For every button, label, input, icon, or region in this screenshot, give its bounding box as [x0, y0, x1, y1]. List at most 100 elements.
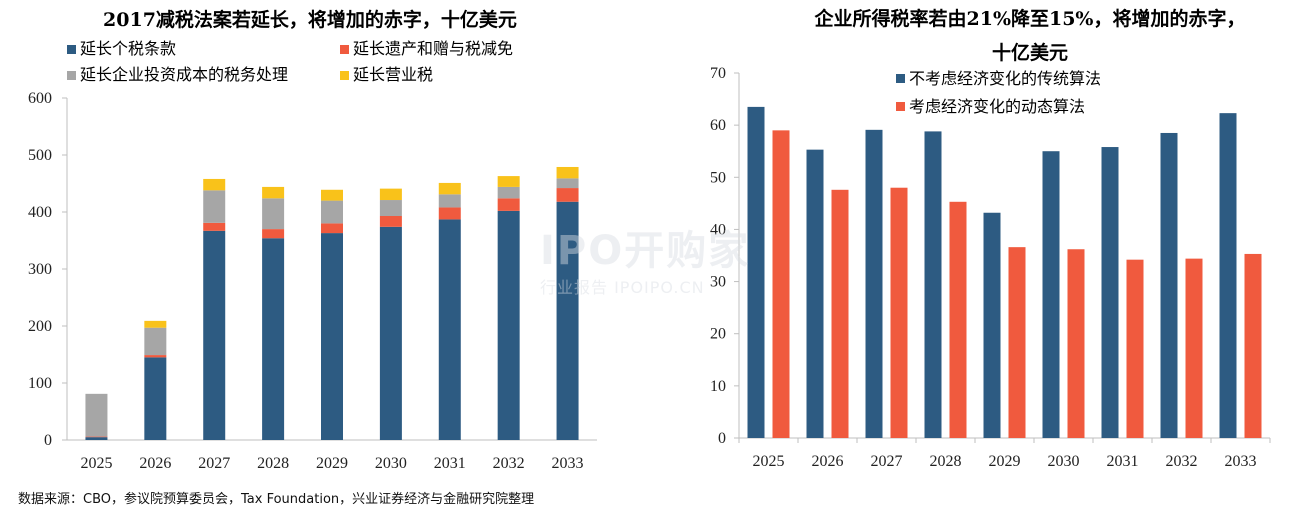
- chart-1-legend-swatch: [340, 45, 349, 54]
- chart-1-bar-segment: [438, 182, 461, 195]
- chart-2-bar: [1185, 258, 1203, 438]
- chart-2-y-tick-label: 30: [710, 274, 726, 291]
- chart-1-bar-segment: [262, 198, 285, 230]
- chart-1-legend-swatch: [67, 45, 76, 54]
- chart-1-x-tick-label: 2030: [375, 455, 407, 472]
- chart-2-bar: [1160, 132, 1178, 438]
- chart-1-x-tick-label: 2029: [316, 455, 348, 472]
- chart-1-x-tick-label: 2032: [493, 455, 525, 472]
- chart-1-bar-segment: [556, 201, 579, 440]
- chart-2-bar: [1244, 253, 1262, 438]
- chart-1-legend-label: 延长营业税: [353, 65, 433, 84]
- chart-2-bar: [831, 189, 849, 438]
- chart-2-legend-swatch: [896, 102, 905, 111]
- chart-1-x-tick-label: 2027: [198, 455, 230, 472]
- chart-2-y-tick-label: 0: [718, 430, 726, 447]
- chart-2-x-tick-label: 2031: [1107, 453, 1139, 470]
- chart-1-bar-segment: [144, 320, 167, 328]
- chart-1-x-tick-label: 2028: [257, 455, 289, 472]
- chart-1-bar-segment: [144, 355, 167, 358]
- chart-1-bar-segment: [85, 437, 108, 440]
- chart-2-bar: [983, 212, 1001, 438]
- chart-2-x-tick-label: 2026: [812, 453, 844, 470]
- chart-2-x-tick-label: 2025: [753, 453, 785, 470]
- chart-1-x-tick-label: 2033: [552, 455, 584, 472]
- chart-2-legend-swatch: [896, 74, 905, 83]
- chart-2-legend-label: 不考虑经济变化的传统算法: [909, 69, 1101, 88]
- chart-1-bar-segment: [203, 178, 226, 191]
- chart-1-axes: 0 100 200 300 400 500 600 2025 2026 2027 2028 2029 2…: [28, 90, 597, 472]
- chart-1-bar-segment: [321, 200, 343, 224]
- chart-1-legend-label: 延长遗产和赠与税减免: [353, 39, 513, 58]
- chart-2-bar: [1042, 151, 1060, 438]
- chart-1-bar-segment: [85, 436, 108, 438]
- chart-2-y-tick-label: 40: [710, 221, 726, 238]
- chart-2-title-line1: 企业所得税率若由21%降至15%，将增加的赤字，: [814, 7, 1246, 30]
- chart-1-x-tick-label: 2025: [80, 455, 112, 472]
- chart-2-x-tick-label: 2030: [1048, 453, 1080, 470]
- chart-2-bar: [949, 201, 967, 438]
- chart-1-y-tick-label: 0: [44, 432, 52, 449]
- chart-2-y-tick-label: 70: [710, 65, 726, 82]
- chart-1-y-tick-label: 600: [28, 90, 52, 107]
- chart-1-bar-segment: [379, 200, 402, 216]
- chart-2-bar: [1101, 147, 1119, 439]
- chart-2-x-tick-label: 2033: [1225, 453, 1257, 470]
- chart-1-y-tick-label: 300: [28, 261, 52, 278]
- chart-1-bar-segment: [85, 393, 108, 437]
- chart-1-bar-segment: [497, 186, 520, 199]
- source-note: 数据来源：CBO，参议院预算委员会，Tax Foundation，兴业证券经济与…: [18, 492, 535, 507]
- chart-1-y-tick-label: 500: [28, 147, 52, 164]
- chart-2-bars: [747, 106, 1262, 439]
- chart-1-legend-swatch: [67, 71, 76, 80]
- chart-1-bar-segment: [497, 176, 520, 187]
- chart-1-bar-segment: [556, 188, 579, 202]
- chart-1-bar-segment: [321, 223, 343, 234]
- chart-2-bar: [1008, 247, 1026, 438]
- chart-2-y-tick-label: 10: [710, 378, 726, 395]
- chart-1: 2017减税法案若延长，将增加的赤字，十亿美元 延长个税条款 延长遗产和赠与税减免…: [28, 8, 597, 472]
- chart-2-y-tick-label: 60: [710, 117, 726, 134]
- chart-1-bar-segment: [203, 230, 226, 440]
- chart-1-legend-label: 延长个税条款: [80, 39, 176, 58]
- chart-2-bar: [865, 129, 883, 439]
- chart-1-bar-segment: [497, 198, 520, 211]
- chart-1-bar-segment: [556, 178, 579, 189]
- chart-2-x-tick-label: 2032: [1166, 453, 1198, 470]
- chart-1-title: 2017减税法案若延长，将增加的赤字，十亿美元: [103, 8, 517, 31]
- chart-1-legend-label: 延长企业投资成本的税务处理: [80, 65, 288, 84]
- chart-1-bar-segment: [497, 210, 520, 440]
- chart-2-bar: [806, 149, 824, 438]
- chart-2-bar: [890, 187, 908, 438]
- chart-1-bar-segment: [262, 238, 285, 440]
- chart-1-bar-segment: [379, 226, 402, 440]
- chart-2-title-line2: 十亿美元: [992, 41, 1068, 64]
- chart-1-x-tick-label: 2026: [139, 455, 171, 472]
- chart-1-bar-segment: [144, 357, 167, 440]
- chart-1-bar-segment: [262, 229, 285, 239]
- chart-2-y-tick-label: 50: [710, 169, 726, 186]
- chart-2-bar: [747, 106, 765, 439]
- chart-1-y-tick-label: 200: [28, 318, 52, 335]
- chart-2: 企业所得税率若由21%降至15%，将增加的赤字， 十亿美元 不考虑经济变化的传统…: [710, 7, 1271, 470]
- chart-2-bar: [772, 130, 790, 438]
- chart-2-bar: [924, 131, 942, 438]
- chart-2-bar: [1067, 249, 1085, 438]
- chart-1-y-tick-label: 100: [28, 375, 52, 392]
- chart-1-bar-segment: [203, 222, 226, 231]
- chart-1-bar-segment: [438, 194, 461, 208]
- chart-2-y-tick-label: 20: [710, 326, 726, 343]
- chart-2-x-tick-label: 2029: [989, 453, 1021, 470]
- chart-2-bar: [1219, 113, 1237, 439]
- chart-1-x-tick-label: 2031: [434, 455, 466, 472]
- chart-1-bar-segment: [144, 327, 167, 356]
- chart-2-x-tick-label: 2028: [930, 453, 962, 470]
- chart-1-bar-segment: [438, 207, 461, 220]
- chart-1-bar-segment: [321, 233, 343, 440]
- chart-2-legend-label: 考虑经济变化的动态算法: [909, 97, 1085, 116]
- chart-1-y-tick-label: 400: [28, 204, 52, 221]
- chart-1-legend-swatch: [340, 71, 349, 80]
